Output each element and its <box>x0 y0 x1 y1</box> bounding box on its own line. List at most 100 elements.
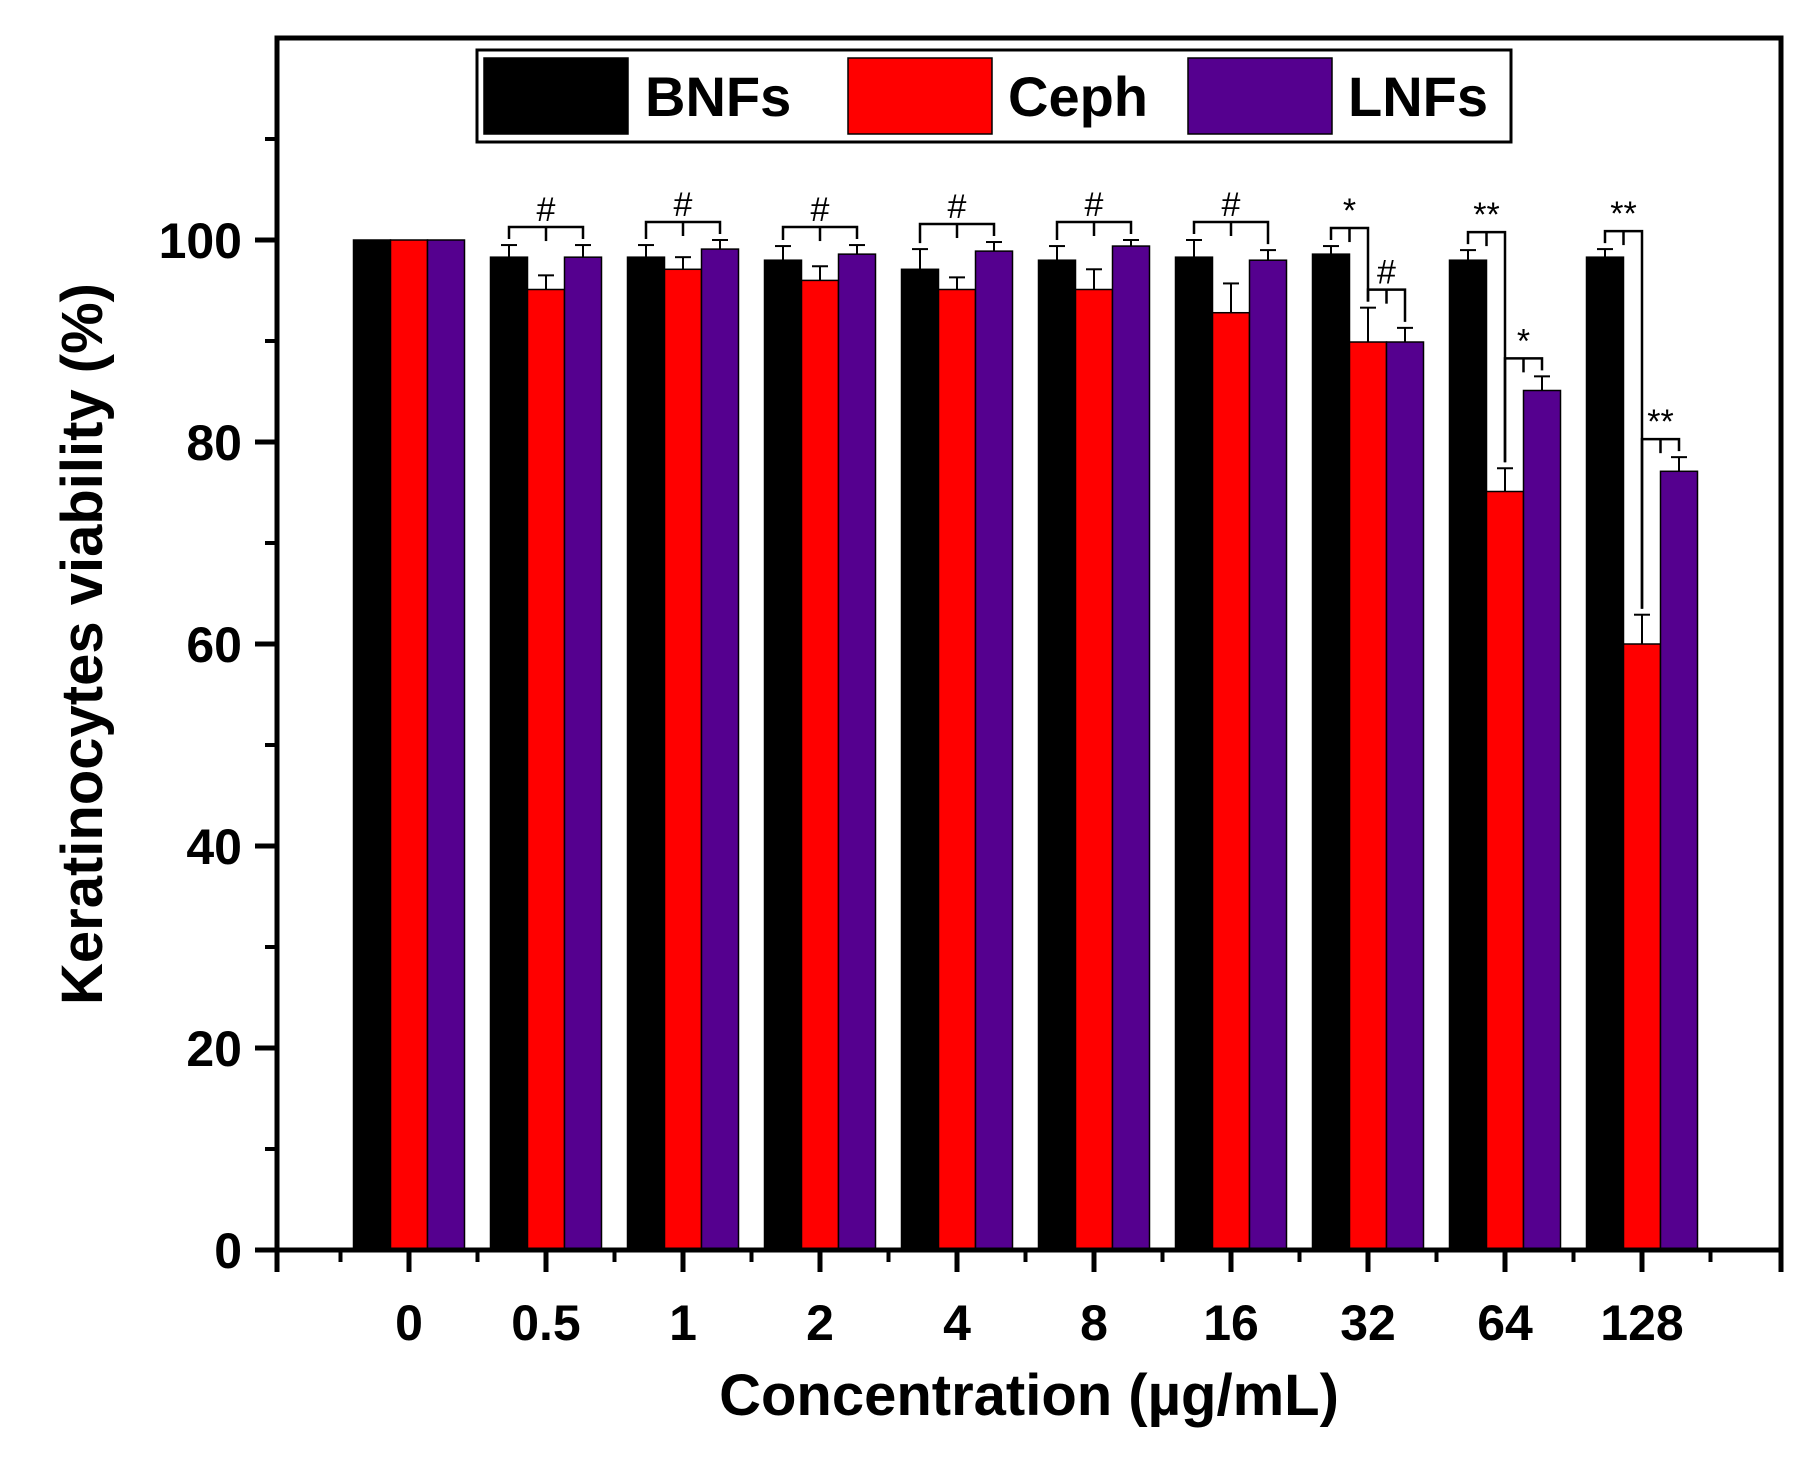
bar-bnfs-8 <box>1037 259 1077 1251</box>
legend: BNFs Ceph LNFs <box>475 48 1513 144</box>
significance-label: # <box>1377 254 1396 292</box>
x-tick-label: 128 <box>1600 1295 1683 1351</box>
error-bar-bnfs-8 <box>1049 245 1065 261</box>
x-tick-label: 8 <box>1080 1295 1108 1351</box>
error-bar-bnfs-64 <box>1460 249 1476 261</box>
bar-lnfs-0 <box>426 239 466 1251</box>
error-bar-ceph-4 <box>949 276 965 290</box>
bar-lnfs-1 <box>700 248 740 1251</box>
error-bar-lnfs-0.5 <box>575 244 591 258</box>
bar-lnfs-64 <box>1522 389 1562 1251</box>
error-bar-ceph-1 <box>675 256 691 270</box>
error-bar-ceph-8 <box>1086 268 1102 290</box>
error-bar-bnfs-4 <box>912 248 928 270</box>
x-tick-label: 16 <box>1203 1295 1259 1351</box>
significance-bracket-32-ceph-lnfs: # <box>1366 254 1407 322</box>
bar-lnfs-0.5 <box>563 256 603 1251</box>
legend-label-bnfs: BNFs <box>645 65 791 128</box>
bar-ceph-0 <box>389 239 429 1251</box>
error-bar-ceph-0.5 <box>538 274 554 290</box>
significance-bracket-0.5-bnfs-lnfs: # <box>507 191 585 242</box>
bar-bnfs-64 <box>1448 259 1488 1251</box>
error-bar-ceph-64 <box>1497 467 1513 492</box>
y-tick-label: 40 <box>186 819 242 875</box>
error-bar-ceph-16 <box>1223 282 1239 313</box>
bar-ceph-4 <box>937 288 977 1251</box>
significance-label: # <box>948 188 967 226</box>
legend-box <box>475 48 1513 144</box>
legend-label-ceph: Ceph <box>1008 65 1148 128</box>
bar-lnfs-32 <box>1385 341 1425 1251</box>
significance-label: # <box>537 191 556 229</box>
error-bar-lnfs-8 <box>1123 239 1139 247</box>
significance-label: ** <box>1473 196 1499 234</box>
bar-bnfs-0.5 <box>489 256 529 1251</box>
significance-label: # <box>811 191 830 229</box>
bar-bnfs-4 <box>900 268 940 1251</box>
error-bar-lnfs-128 <box>1671 456 1687 472</box>
y-tick-label: 0 <box>214 1223 242 1279</box>
error-bar-lnfs-4 <box>986 241 1002 252</box>
error-bar-bnfs-2 <box>775 245 791 261</box>
bar-bnfs-16 <box>1174 256 1214 1251</box>
error-bar-ceph-128 <box>1634 613 1650 644</box>
legend-swatch-ceph <box>847 57 993 135</box>
y-tick-label: 100 <box>159 213 242 269</box>
y-tick-label: 80 <box>186 415 242 471</box>
error-bar-bnfs-16 <box>1186 239 1202 258</box>
error-bar-bnfs-32 <box>1323 245 1339 255</box>
bar-lnfs-4 <box>974 250 1014 1251</box>
x-tick-label: 2 <box>806 1295 834 1351</box>
significance-label: # <box>1222 186 1241 224</box>
significance-label: ** <box>1610 195 1636 233</box>
x-tick-label: 1 <box>669 1295 697 1351</box>
bar-ceph-8 <box>1074 288 1114 1251</box>
x-axis-label: Concentration (µg/mL) <box>719 1363 1339 1428</box>
significance-bracket-8-bnfs-lnfs: # <box>1055 186 1133 241</box>
bar-lnfs-128 <box>1659 470 1699 1251</box>
y-axis: 0 20 40 60 80 100 <box>159 137 277 1279</box>
significance-label: * <box>1343 192 1356 230</box>
error-bar-bnfs-1 <box>638 244 654 258</box>
x-tick-label: 0 <box>395 1295 423 1351</box>
error-bar-ceph-32 <box>1360 306 1376 343</box>
significance-layer: # # # # # # *#******* <box>507 186 1681 609</box>
error-bar-ceph-2 <box>812 265 828 281</box>
bar-bnfs-1 <box>626 256 666 1251</box>
significance-bracket-4-bnfs-lnfs: # <box>918 188 996 244</box>
bar-ceph-0.5 <box>526 288 566 1251</box>
bars-layer <box>352 239 1699 1251</box>
error-bar-lnfs-1 <box>712 239 728 250</box>
x-tick-label: 0.5 <box>511 1295 581 1351</box>
legend-swatch-lnfs <box>1187 57 1333 135</box>
significance-bracket-1-bnfs-lnfs: # <box>644 186 722 240</box>
x-tick-label: 64 <box>1477 1295 1533 1351</box>
bar-bnfs-0 <box>352 239 392 1251</box>
bar-ceph-1 <box>663 268 703 1251</box>
error-bar-lnfs-64 <box>1534 375 1550 391</box>
bar-ceph-2 <box>800 279 840 1251</box>
error-bar-lnfs-2 <box>849 244 865 255</box>
error-bar-lnfs-16 <box>1260 249 1276 261</box>
y-tick-label: 60 <box>186 617 242 673</box>
x-axis: 0 0.5 1 2 4 8 16 32 64 128 <box>274 1250 1784 1351</box>
bar-lnfs-16 <box>1248 259 1288 1251</box>
x-tick-label: 4 <box>943 1295 971 1351</box>
error-bars-layer <box>501 239 1687 644</box>
bar-lnfs-2 <box>837 253 877 1251</box>
bar-ceph-128 <box>1622 643 1662 1251</box>
legend-swatch-bnfs <box>483 57 629 135</box>
significance-bracket-32-bnfs-ceph: * <box>1329 192 1370 302</box>
bar-bnfs-2 <box>763 259 803 1251</box>
significance-bracket-64-ceph-lnfs: * <box>1503 322 1544 463</box>
legend-label-lnfs: LNFs <box>1348 65 1488 128</box>
error-bar-bnfs-0.5 <box>501 244 517 258</box>
significance-bracket-16-bnfs-lnfs: # <box>1192 186 1270 245</box>
x-tick-label: 32 <box>1340 1295 1396 1351</box>
bar-ceph-32 <box>1348 341 1388 1251</box>
bar-bnfs-32 <box>1311 253 1351 1251</box>
significance-label: # <box>674 186 693 224</box>
significance-label: ** <box>1647 403 1673 441</box>
bar-ceph-64 <box>1485 490 1525 1251</box>
y-tick-label: 20 <box>186 1021 242 1077</box>
